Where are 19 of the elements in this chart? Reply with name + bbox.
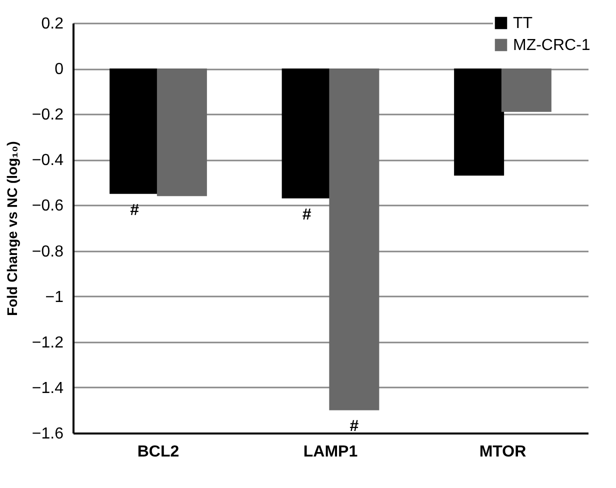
y-tick-label: −1.4: [32, 380, 64, 397]
y-tick-label: −0.2: [32, 106, 64, 124]
y-tick-label: −0.4: [32, 152, 64, 170]
y-tick-label: −1.2: [32, 334, 64, 352]
x-tick-label: LAMP1: [303, 444, 358, 460]
annotation: #: [350, 418, 359, 436]
legend-label: TT: [513, 15, 533, 32]
y-tick-label: −0.6: [32, 198, 64, 215]
y-tick-label: 0.2: [41, 16, 64, 32]
y-tick-label: −1.6: [32, 426, 64, 442]
y-tick-label: 0: [54, 61, 64, 78]
y-tick-label: −0.8: [32, 243, 64, 260]
y-tick-label: −1: [45, 288, 64, 306]
y-axis-title: Fold Change vs NC (log₁₀): [4, 141, 20, 316]
x-tick-label: MTOR: [479, 444, 527, 460]
x-tick-label: BCL2: [137, 444, 180, 460]
annotation: #: [302, 206, 312, 224]
legend-label: MZ-CRC-1: [513, 37, 590, 54]
annotation: #: [130, 202, 140, 219]
